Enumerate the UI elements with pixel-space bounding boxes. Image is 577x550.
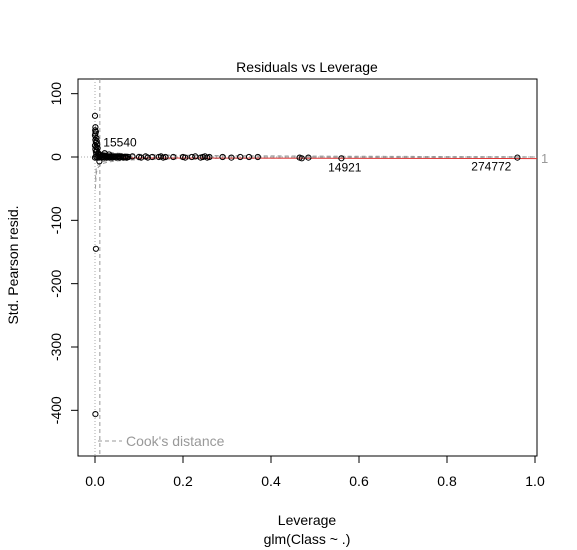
data-point (305, 154, 312, 161)
plot-frame (77, 78, 538, 457)
y-axis-label: Std. Pearson resid. (5, 205, 21, 324)
data-point (219, 153, 226, 161)
x-tick-label: 0.4 (261, 473, 281, 489)
data-points (91, 112, 521, 418)
point-label: 15540 (103, 135, 137, 149)
point-labels: 15540 14921 274772 (103, 135, 511, 174)
x-tick-label: 0.2 (173, 473, 193, 489)
cooks-contour-lower-0.5 (94, 156, 535, 180)
data-point (96, 158, 103, 165)
y-tick-label: -200 (48, 269, 64, 297)
data-point (91, 112, 99, 119)
data-point (144, 154, 151, 161)
data-point (228, 154, 235, 161)
cooks-distance-contours (94, 79, 535, 456)
y-tick-label: 0 (48, 153, 64, 161)
data-point (237, 153, 244, 161)
data-point (170, 153, 177, 161)
contour-label: 1 (541, 151, 548, 166)
data-point (92, 245, 100, 252)
x-tick-label: 1.0 (525, 473, 545, 489)
data-point (106, 151, 113, 158)
data-point (125, 153, 132, 161)
data-point (138, 154, 145, 161)
data-point (149, 153, 156, 161)
data-point (206, 153, 213, 161)
legend-label: Cook's distance (126, 433, 225, 449)
x-axis-label: Leverage (278, 512, 337, 528)
chart-title: Residuals vs Leverage (236, 59, 378, 75)
y-tick-label: -100 (48, 206, 64, 234)
x-axis-sublabel: glm(Class ~ .) (264, 531, 351, 547)
data-point (92, 411, 99, 418)
data-point (245, 153, 253, 161)
data-point (298, 155, 305, 162)
point-label: 14921 (328, 160, 362, 174)
y-tick-label: 100 (48, 82, 64, 106)
cooks-contour-upper-1 (94, 125, 535, 158)
y-tick-label: -400 (48, 396, 64, 424)
data-point (162, 153, 169, 161)
x-tick-label: 0.6 (349, 473, 369, 489)
data-point (188, 153, 195, 161)
data-point (129, 153, 136, 160)
reference-lines (78, 79, 538, 456)
x-axis: 0.0 0.2 0.4 0.6 0.8 1.0 (85, 455, 545, 489)
data-point (182, 154, 189, 161)
data-point (254, 153, 261, 161)
x-tick-label: 0.0 (85, 473, 105, 489)
data-point (338, 155, 345, 162)
cooks-contour-lower-1 (94, 156, 535, 189)
data-point (514, 154, 521, 161)
y-tick-label: -300 (48, 333, 64, 361)
x-tick-label: 0.8 (437, 473, 457, 489)
data-point (92, 124, 99, 131)
cooks-legend: Cook's distance (98, 433, 225, 449)
y-axis: -400 -300 -200 -100 0 100 (48, 82, 79, 424)
point-label: 274772 (471, 160, 511, 174)
